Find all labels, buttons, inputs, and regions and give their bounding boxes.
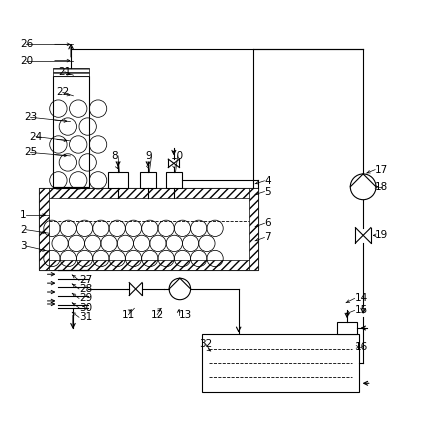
Text: 30: 30 [79,303,92,313]
Text: 31: 31 [79,312,92,322]
Text: 26: 26 [20,39,33,49]
Text: 27: 27 [79,275,92,286]
Bar [166,172,182,188]
Bar [338,322,357,334]
Bar [53,68,89,76]
Text: 9: 9 [145,151,152,161]
Bar [108,172,128,188]
Text: 32: 32 [199,339,213,349]
Text: 25: 25 [24,147,37,158]
Text: 28: 28 [79,284,92,294]
Text: 13: 13 [179,310,192,320]
Text: 5: 5 [264,187,271,197]
Bar [39,188,258,270]
Text: 6: 6 [264,218,271,228]
Text: 8: 8 [112,151,118,161]
Text: 2: 2 [20,225,27,235]
Bar [140,172,156,188]
Text: 1: 1 [20,210,27,220]
Text: 18: 18 [375,182,389,192]
Bar [39,260,258,270]
Text: 29: 29 [79,293,92,303]
Text: 3: 3 [20,241,27,251]
Bar [53,76,89,187]
Text: 20: 20 [20,56,33,66]
Bar [53,187,89,188]
Text: 19: 19 [375,230,389,240]
Text: 17: 17 [375,165,389,175]
Text: 12: 12 [151,310,164,320]
Text: 22: 22 [56,87,70,97]
Bar [39,188,258,197]
Bar [249,188,258,270]
Text: 23: 23 [24,112,37,122]
Text: 24: 24 [30,132,43,142]
Text: 7: 7 [264,232,271,242]
Text: 21: 21 [58,67,72,77]
Text: 14: 14 [354,293,368,303]
Text: 10: 10 [171,151,184,161]
Bar [202,334,359,392]
Text: 16: 16 [354,342,368,352]
Text: 15: 15 [354,305,368,315]
Bar [39,188,49,270]
Text: 4: 4 [264,176,271,186]
Text: 11: 11 [122,310,135,320]
